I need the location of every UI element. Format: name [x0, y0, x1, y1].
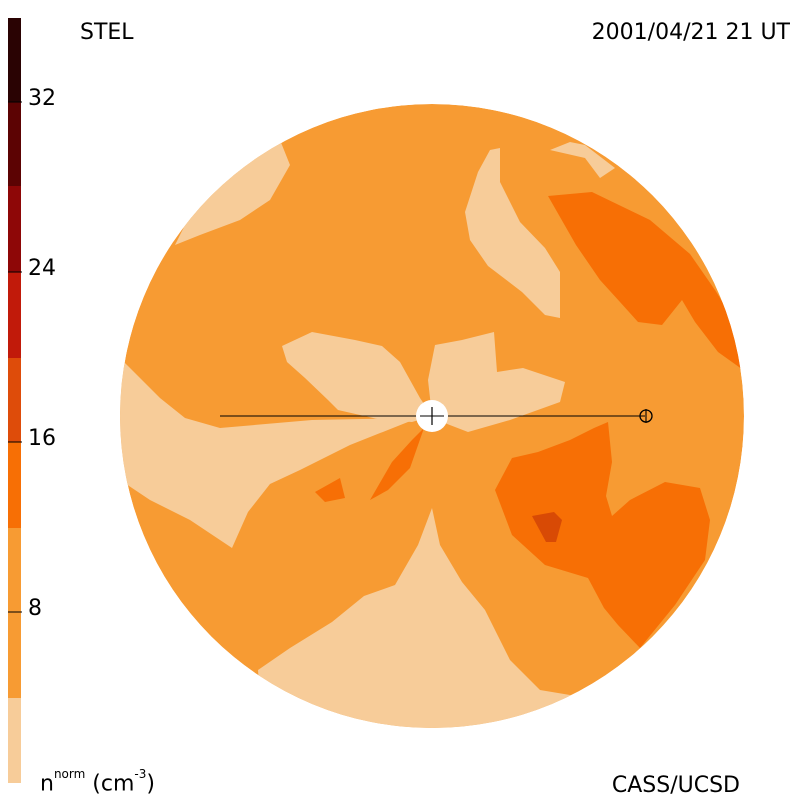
dark-region [495, 422, 710, 648]
unit-close: ) [146, 771, 155, 797]
colorbar-band [8, 698, 21, 783]
credit-label: CASS/UCSD [611, 773, 740, 798]
dark-region [548, 192, 744, 372]
colorbar-band [8, 358, 21, 442]
colorbar-unit-label: nnorm (cm-3) [40, 768, 155, 797]
colorbar-band [8, 272, 21, 358]
light-region [550, 142, 615, 178]
colorbar-tick-label: 16 [28, 426, 56, 451]
timestamp-label: 2001/04/21 21 UT [591, 20, 790, 45]
light-region [470, 698, 492, 725]
colorbar-band [8, 18, 21, 102]
unit-rest: (cm [85, 771, 135, 797]
darker-region [532, 512, 562, 542]
unit-exponent: -3 [134, 767, 147, 781]
light-region [282, 332, 432, 422]
dark-region [370, 428, 424, 500]
light-region [465, 148, 560, 318]
colorbar-band [8, 442, 21, 528]
colorbar: 8 16 24 32 [8, 18, 56, 783]
unit-superscript: norm [53, 767, 86, 781]
colorbar-band [8, 528, 21, 698]
light-region [120, 358, 418, 548]
light-region [175, 140, 290, 245]
unit-base: n [40, 771, 54, 797]
colorbar-tick-label: 24 [28, 256, 56, 281]
colorbar-band [8, 186, 21, 272]
density-disk [120, 104, 744, 728]
light-region [428, 332, 565, 432]
dark-region [315, 478, 345, 502]
colorbar-tick-label: 8 [28, 596, 42, 621]
light-region [258, 508, 600, 728]
source-label: STEL [80, 20, 134, 45]
sight-line-group [220, 400, 653, 432]
colorbar-tick-label: 32 [28, 86, 56, 111]
colorbar-band [8, 102, 21, 186]
